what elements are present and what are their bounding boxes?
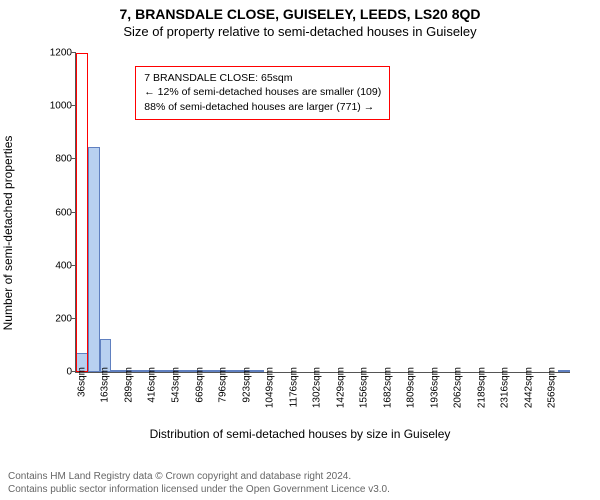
chart-container: Number of semi-detached properties 7 BRA… — [20, 43, 580, 423]
x-tick-label: 1556sqm — [359, 367, 370, 408]
histogram-bar — [252, 370, 264, 372]
x-tick-label: 289sqm — [123, 367, 134, 403]
histogram-bar — [205, 370, 217, 372]
legend-box: 7 BRANSDALE CLOSE: 65sqm ← 12% of semi-d… — [135, 66, 390, 120]
histogram-bar — [558, 370, 570, 372]
histogram-bar — [88, 147, 100, 372]
x-tick-label: 1302sqm — [312, 367, 323, 408]
x-axis-label: Distribution of semi-detached houses by … — [0, 427, 600, 441]
legend-line-3: 88% of semi-detached houses are larger (… — [144, 100, 381, 115]
x-tick-label: 2442sqm — [523, 367, 534, 408]
x-tick-label: 923sqm — [241, 367, 252, 403]
histogram-bar — [111, 370, 123, 372]
x-tick-label: 1049sqm — [265, 367, 276, 408]
y-tick-label: 200 — [38, 313, 72, 324]
legend-line-1: 7 BRANSDALE CLOSE: 65sqm — [144, 71, 381, 86]
x-tick-label: 796sqm — [218, 367, 229, 403]
y-tick-label: 600 — [38, 207, 72, 218]
legend-line-2: ← 12% of semi-detached houses are smalle… — [144, 85, 381, 100]
x-tick-label: 2569sqm — [547, 367, 558, 408]
x-tick-label: 543sqm — [170, 367, 181, 403]
page-title: 7, BRANSDALE CLOSE, GUISELEY, LEEDS, LS2… — [0, 0, 600, 22]
plot-area: 7 BRANSDALE CLOSE: 65sqm ← 12% of semi-d… — [75, 53, 570, 373]
x-tick-label: 416sqm — [147, 367, 158, 403]
footer-attribution: Contains HM Land Registry data © Crown c… — [8, 470, 390, 496]
x-tick-label: 2316sqm — [500, 367, 511, 408]
x-tick-label: 1682sqm — [382, 367, 393, 408]
y-tick-label: 800 — [38, 154, 72, 165]
footer-line-1: Contains HM Land Registry data © Crown c… — [8, 470, 390, 483]
histogram-bar — [182, 370, 194, 372]
x-tick-label: 669sqm — [194, 367, 205, 403]
histogram-bar — [229, 370, 241, 372]
page-subtitle: Size of property relative to semi-detach… — [0, 22, 600, 43]
histogram-bar — [135, 370, 147, 372]
y-tick-label: 400 — [38, 260, 72, 271]
y-tick-label: 0 — [38, 367, 72, 378]
x-tick-label: 2062sqm — [453, 367, 464, 408]
y-tick-label: 1000 — [38, 101, 72, 112]
x-tick-label: 1429sqm — [335, 367, 346, 408]
x-tick-label: 1809sqm — [406, 367, 417, 408]
y-tick-label: 1200 — [38, 48, 72, 59]
x-tick-label: 1176sqm — [288, 367, 299, 407]
x-tick-label: 36sqm — [76, 367, 87, 397]
highlight-column — [76, 53, 88, 372]
y-axis-label: Number of semi-detached properties — [1, 136, 15, 331]
x-tick-label: 1936sqm — [429, 367, 440, 408]
footer-line-2: Contains public sector information licen… — [8, 483, 390, 496]
x-tick-label: 163sqm — [100, 367, 111, 403]
histogram-bar — [158, 370, 170, 372]
x-tick-label: 2189sqm — [476, 367, 487, 408]
